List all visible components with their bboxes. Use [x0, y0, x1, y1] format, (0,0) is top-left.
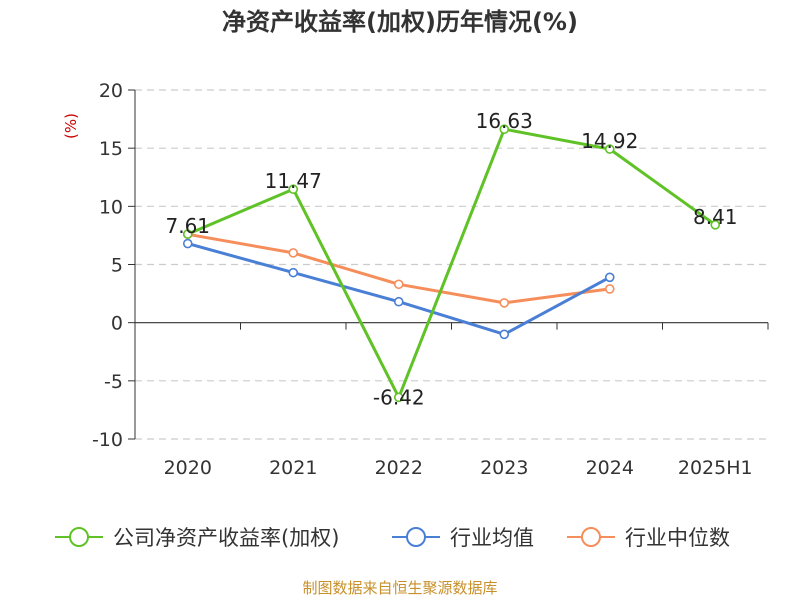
legend-marker [69, 527, 89, 547]
legend-marker [581, 527, 601, 547]
data-label: 16.63 [476, 109, 533, 133]
data-point [604, 284, 615, 294]
data-label: 14.92 [581, 129, 638, 153]
legend-label: 行业均值 [450, 526, 534, 550]
data-point [499, 124, 510, 135]
y-axis-label: (%) [62, 113, 80, 139]
data-point [288, 267, 299, 278]
axes: 20 15 10 5 0 -5 -10 2020 2021 2022 2023 2024 2025H1 [92, 80, 769, 479]
data-point [499, 298, 510, 308]
y-tick-label: -10 [92, 429, 123, 451]
x-tick-label: 2022 [375, 457, 423, 479]
source-note: 制图数据来自恒生聚源数据库 [302, 579, 497, 597]
data-labels: 7.61 11.47 -6.42 16.63 14.92 8.41 [165, 109, 737, 409]
y-tick-label: 20 [99, 80, 123, 102]
y-tick-label: 0 [111, 313, 123, 335]
data-point [288, 184, 299, 195]
y-tick-label: -5 [104, 371, 123, 393]
data-point [182, 238, 193, 249]
x-tick-label: 2021 [269, 457, 317, 479]
chart-title: 净资产收益率(加权)历年情况(%) [222, 8, 578, 36]
series-line-0 [187, 127, 717, 399]
data-label: 7.61 [165, 214, 210, 238]
data-point [499, 329, 510, 340]
legend-label: 公司净资产收益率(加权) [113, 526, 339, 550]
x-tick-label: 2020 [164, 457, 212, 479]
data-point [604, 272, 615, 283]
x-tick-label: 2024 [586, 457, 634, 479]
series-points [182, 124, 721, 403]
legend-label: 行业中位数 [625, 526, 730, 550]
data-point [393, 279, 404, 290]
data-point [182, 229, 193, 239]
data-point [604, 144, 615, 154]
x-tick-label: 2023 [480, 457, 528, 479]
data-point [393, 392, 404, 403]
legend-item: 公司净资产收益率(加权) [55, 526, 339, 550]
x-tick-label: 2025H1 [678, 457, 753, 479]
data-point [288, 248, 299, 258]
data-point [710, 220, 721, 230]
y-tick-label: 5 [111, 255, 123, 277]
data-point [393, 296, 404, 307]
data-label: -6.42 [373, 385, 425, 409]
legend-item: 行业均值 [392, 526, 534, 550]
y-tick-label: 10 [99, 196, 123, 218]
data-label: 11.47 [265, 169, 322, 193]
series-line-2 [187, 232, 610, 305]
legend-marker [406, 527, 426, 547]
data-label: 8.41 [693, 205, 738, 229]
legend: 公司净资产收益率(加权) 行业均值 行业中位数 [55, 526, 730, 550]
legend-item: 行业中位数 [567, 526, 730, 550]
y-tick-label: 15 [99, 138, 123, 160]
